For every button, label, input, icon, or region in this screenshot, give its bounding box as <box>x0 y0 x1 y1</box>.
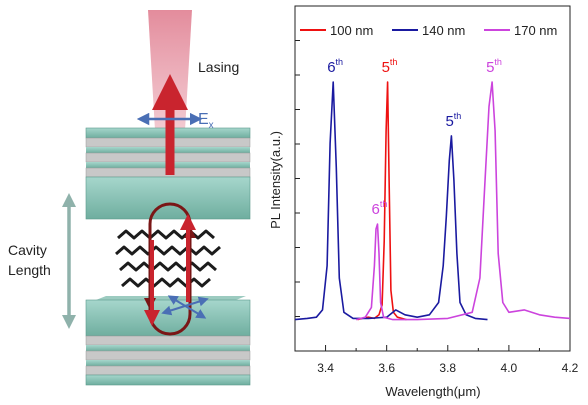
legend: 100 nm 140 nm 170 nm <box>300 23 557 38</box>
cavity-label-line1: Cavity <box>8 242 47 258</box>
x-tick-label: 4.0 <box>501 361 518 375</box>
material-layers <box>115 229 221 288</box>
x-tick-label: 4.2 <box>562 361 579 375</box>
field-label: Ex <box>198 111 214 131</box>
y-axis-label: PL Intensity(a.u.) <box>268 131 283 229</box>
x-tick-label: 3.8 <box>439 361 456 375</box>
field-subscript: x <box>209 120 214 131</box>
legend-entry: 140 nm <box>422 23 465 38</box>
cavity-label-line2: Length <box>8 262 51 278</box>
x-axis: 3.4 3.6 3.8 4.0 4.2 <box>294 345 579 375</box>
cavity-schematic: Lasing Ex Cavity Length <box>8 10 251 386</box>
pl-spectrum-chart: 3.4 3.6 3.8 4.0 4.2 100 nm 140 nm 170 nm 6th 5t… <box>268 5 579 399</box>
series-lines <box>294 81 571 321</box>
peak-annotations: 6th 5th 6th 5th 5th <box>327 57 502 218</box>
x-tick-label: 3.6 <box>378 361 395 375</box>
legend-entry: 100 nm <box>330 23 373 38</box>
x-axis-label: Wavelength(μm) <box>385 384 480 399</box>
series-line <box>294 81 488 321</box>
peak-label: 6th <box>327 57 343 76</box>
series-line <box>355 81 571 321</box>
peak-label: 5th <box>382 57 398 76</box>
bottom-mirror <box>85 296 251 386</box>
peak-label: 6th <box>372 199 388 218</box>
lasing-label: Lasing <box>198 59 239 75</box>
field-cross-arrows <box>161 295 209 319</box>
peak-label: 5th <box>445 111 461 130</box>
peak-label: 5th <box>486 57 502 76</box>
legend-entry: 170 nm <box>514 23 557 38</box>
x-tick-label: 3.4 <box>317 361 334 375</box>
y-axis-ticks <box>295 5 300 352</box>
